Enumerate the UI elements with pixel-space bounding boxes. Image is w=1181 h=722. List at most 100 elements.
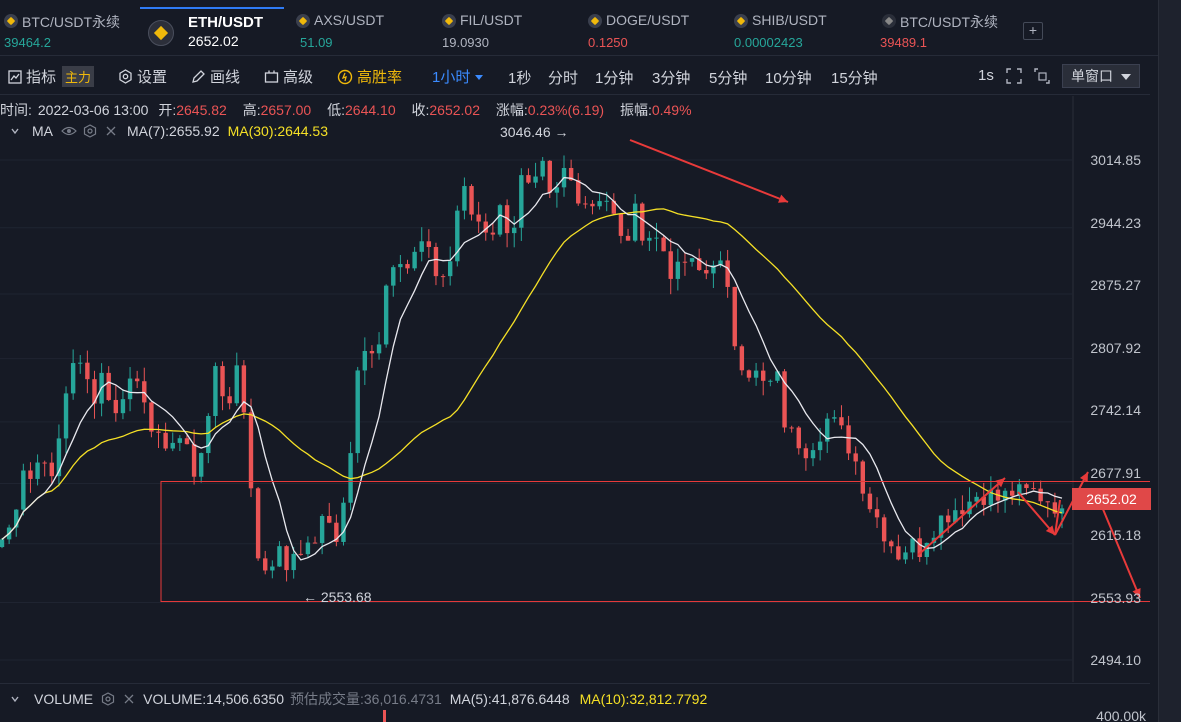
candle-body (483, 221, 488, 233)
price-axis-tick: 2742.14 (1090, 402, 1141, 418)
candle-body (462, 186, 467, 211)
candle-body (753, 370, 759, 378)
candle-body (255, 488, 261, 559)
ticker-name: AXS/USDT (314, 12, 385, 28)
candle-body (56, 438, 62, 477)
ticker-name: FIL/USDT (460, 12, 523, 28)
indicator-button[interactable]: 指标 主力 (8, 66, 95, 87)
win-rate-button[interactable]: 高胜率 (337, 66, 402, 87)
ticker-price: 39489.1 (880, 35, 927, 50)
ticker-tab-doge[interactable]: DOGE/USDT 0.1250 (588, 8, 718, 52)
settings-label: 设置 (137, 69, 168, 86)
candle-body (78, 362, 83, 364)
fullscreen-icon[interactable] (1006, 68, 1022, 84)
interval-10m[interactable]: 10分钟 (765, 70, 812, 87)
ticker-tab-axs[interactable]: AXS/USDT 51.09 (296, 8, 426, 52)
candle-body (924, 542, 930, 558)
candle-body (647, 237, 652, 241)
candle-body (170, 442, 175, 449)
candle-body (554, 187, 560, 193)
collapse-chevron-icon[interactable] (10, 126, 20, 136)
eye-icon[interactable] (61, 125, 77, 137)
main-badge: 主力 (62, 66, 95, 87)
ticker-tab-fil[interactable]: FIL/USDT 19.0930 (442, 8, 572, 52)
candle-body (21, 470, 26, 510)
candle-body (1017, 484, 1022, 496)
candle-body (604, 200, 609, 202)
candle-body (92, 379, 97, 404)
amplitude-field: 振幅:0.49% (620, 102, 698, 118)
change-value: 0.23%(6.19) (527, 102, 605, 118)
candle-body (903, 552, 908, 560)
candle-body (134, 378, 140, 382)
coin-icon (4, 14, 18, 28)
candle-body (960, 510, 965, 515)
close-icon[interactable] (123, 693, 135, 705)
candle-body (1045, 501, 1050, 503)
candle-body (768, 380, 773, 382)
candle-body (761, 370, 766, 381)
volume-legend-row: VOLUME VOLUME:14,506.6350 预估成交量:36,016.4… (10, 689, 707, 709)
indicator-icon (8, 69, 22, 84)
candle-body (270, 566, 275, 571)
candle-body (725, 260, 730, 287)
settings-button[interactable]: 设置 (118, 66, 167, 87)
advanced-button[interactable]: 高级 (264, 66, 313, 87)
candle-body (533, 176, 538, 183)
candle-body (206, 416, 211, 454)
ticker-tab-eth[interactable]: ETH/USDT 2652.02 (142, 8, 282, 52)
window-mode-select[interactable]: 单窗口 (1062, 64, 1140, 88)
candle-body (426, 241, 432, 247)
settings-icon[interactable] (83, 124, 97, 138)
ticker-tab-btc-perp[interactable]: BTC/USDT永续 39464.2 (4, 8, 139, 52)
settings-icon[interactable] (101, 692, 115, 706)
ticker-name: BTC/USDT永续 (22, 14, 120, 30)
ticker-price: 2652.02 (188, 33, 239, 49)
low-value: 2644.10 (345, 102, 396, 118)
interval-timeshare[interactable]: 分时 (548, 70, 579, 87)
candle-body (327, 515, 332, 523)
collapse-chevron-icon[interactable] (10, 694, 20, 704)
candle-body (775, 371, 780, 381)
candle-body (853, 453, 858, 462)
candle-body (910, 538, 915, 553)
caret-down-icon (475, 74, 484, 80)
ohlc-info-row: 时间: 2022-03-06 13:00 开:2645.82 高:2657.00 … (0, 100, 704, 120)
candle-body (1031, 488, 1036, 490)
candle-body (618, 213, 624, 236)
candle-body (938, 515, 944, 538)
candle-body (291, 553, 296, 571)
add-tab-button[interactable]: + (1023, 22, 1043, 40)
candle-body (718, 260, 723, 266)
candle-body (746, 370, 752, 378)
estimated-volume: 预估成交量:36,016.4731 (290, 691, 442, 707)
candle-body (846, 425, 851, 454)
ticker-price: 39464.2 (4, 35, 51, 50)
ticker-tab-btc-perp-2[interactable]: BTC/USDT永续 39489.1 (880, 8, 1017, 52)
ticker-name: DOGE/USDT (606, 12, 690, 28)
ticker-price: 0.1250 (588, 35, 628, 50)
screenshot-icon[interactable] (1034, 68, 1050, 84)
interval-5m[interactable]: 5分钟 (709, 70, 748, 87)
ticker-tab-shib[interactable]: SHIB/USDT 0.00002423 (734, 8, 864, 52)
draw-button[interactable]: 画线 (191, 66, 240, 87)
candle-body (355, 370, 360, 454)
candle-body (376, 344, 382, 354)
candle-body (640, 203, 645, 241)
candlestick-chart[interactable] (0, 96, 1150, 682)
candle-body (661, 237, 666, 252)
candle-body (163, 432, 168, 449)
interval-dropdown[interactable]: 1小时 (432, 66, 484, 87)
interval-3m[interactable]: 3分钟 (652, 70, 691, 87)
interval-15m[interactable]: 15分钟 (831, 70, 878, 87)
close-value: 2652.02 (429, 102, 480, 118)
refresh-rate[interactable]: 1s (978, 67, 994, 84)
candle-body (142, 381, 147, 403)
interval-1m[interactable]: 1分钟 (595, 70, 634, 87)
candle-body (860, 461, 866, 494)
interval-1s[interactable]: 1秒 (508, 70, 532, 87)
close-icon[interactable] (105, 125, 117, 137)
candle-body (341, 502, 346, 542)
price-axis-tick: 2553.93 (1090, 590, 1141, 606)
candle-body (419, 241, 424, 252)
